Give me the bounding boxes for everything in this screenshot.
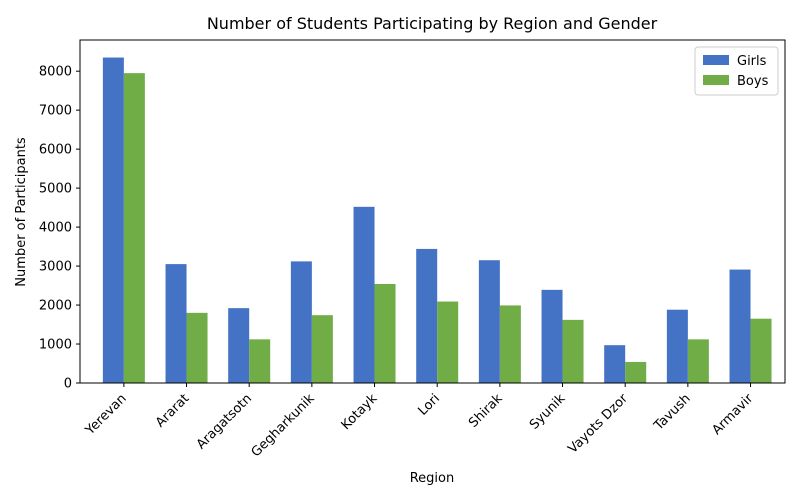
x-tick-label: Shirak xyxy=(466,391,506,431)
bar-boys-lori xyxy=(437,301,459,383)
y-tick-label: 0 xyxy=(64,377,72,392)
y-tick-label: 6000 xyxy=(39,143,72,158)
x-tick-label: Vayots Dzor xyxy=(566,391,632,457)
bar-boys-yerevan xyxy=(123,73,145,384)
x-tick-label: Armavir xyxy=(709,391,756,438)
bar-girls-gegharkunik xyxy=(290,261,312,383)
legend-label-girls: Girls xyxy=(737,54,767,69)
y-tick-label: 5000 xyxy=(39,182,72,197)
y-tick-label: 4000 xyxy=(39,221,72,236)
bar-boys-tavush xyxy=(687,339,709,383)
bar-girls-yerevan xyxy=(102,57,124,384)
bar-boys-armavir xyxy=(750,318,772,383)
y-tick-label: 7000 xyxy=(39,104,72,119)
x-tick-label: Gegharkunik xyxy=(249,391,318,460)
bar-girls-kotayk xyxy=(353,206,375,383)
x-tick-label: Lori xyxy=(415,391,443,419)
y-tick-label: 1000 xyxy=(39,338,72,353)
bar-girls-aragatsotn xyxy=(228,308,250,383)
x-tick-label: Ararat xyxy=(153,391,192,430)
bar-girls-shirak xyxy=(478,260,500,383)
legend-swatch-girls xyxy=(703,55,729,65)
x-tick-label: Syunik xyxy=(527,391,569,433)
legend-swatch-boys xyxy=(703,75,729,85)
bar-girls-vayots-dzor xyxy=(604,345,626,383)
bar-boys-vayots-dzor xyxy=(625,361,647,383)
bar-girls-armavir xyxy=(729,269,751,383)
bar-boys-syunik xyxy=(562,319,584,383)
legend: Girls Boys xyxy=(694,46,779,96)
y-axis: 0 1000 2000 3000 4000 5000 6000 7000 8000 xyxy=(39,65,80,392)
x-tick-label: Kotayk xyxy=(339,391,381,433)
x-tick-label: Tavush xyxy=(651,391,694,434)
bar-boys-shirak xyxy=(499,305,521,383)
x-tick-label: Yerevan xyxy=(82,391,129,438)
x-axis-label: Region xyxy=(410,471,455,486)
chart-title: Number of Students Participating by Regi… xyxy=(207,14,658,33)
y-axis-label: Number of Participants xyxy=(14,137,29,287)
bar-boys-gegharkunik xyxy=(311,315,333,383)
bar-girls-tavush xyxy=(666,309,688,383)
bar-girls-ararat xyxy=(165,264,187,383)
bar-girls-syunik xyxy=(541,289,563,383)
bar-boys-kotayk xyxy=(374,283,396,383)
bars-group xyxy=(102,57,772,384)
legend-label-boys: Boys xyxy=(737,74,769,89)
bar-girls-lori xyxy=(416,248,438,383)
bar-boys-aragatsotn xyxy=(249,339,271,383)
plot-frame xyxy=(79,39,786,384)
y-tick-label: 3000 xyxy=(39,260,72,275)
x-tick-label: Aragatsotn xyxy=(194,391,255,452)
y-tick-label: 8000 xyxy=(39,65,72,80)
y-tick-label: 2000 xyxy=(39,299,72,314)
bar-boys-ararat xyxy=(186,312,208,383)
